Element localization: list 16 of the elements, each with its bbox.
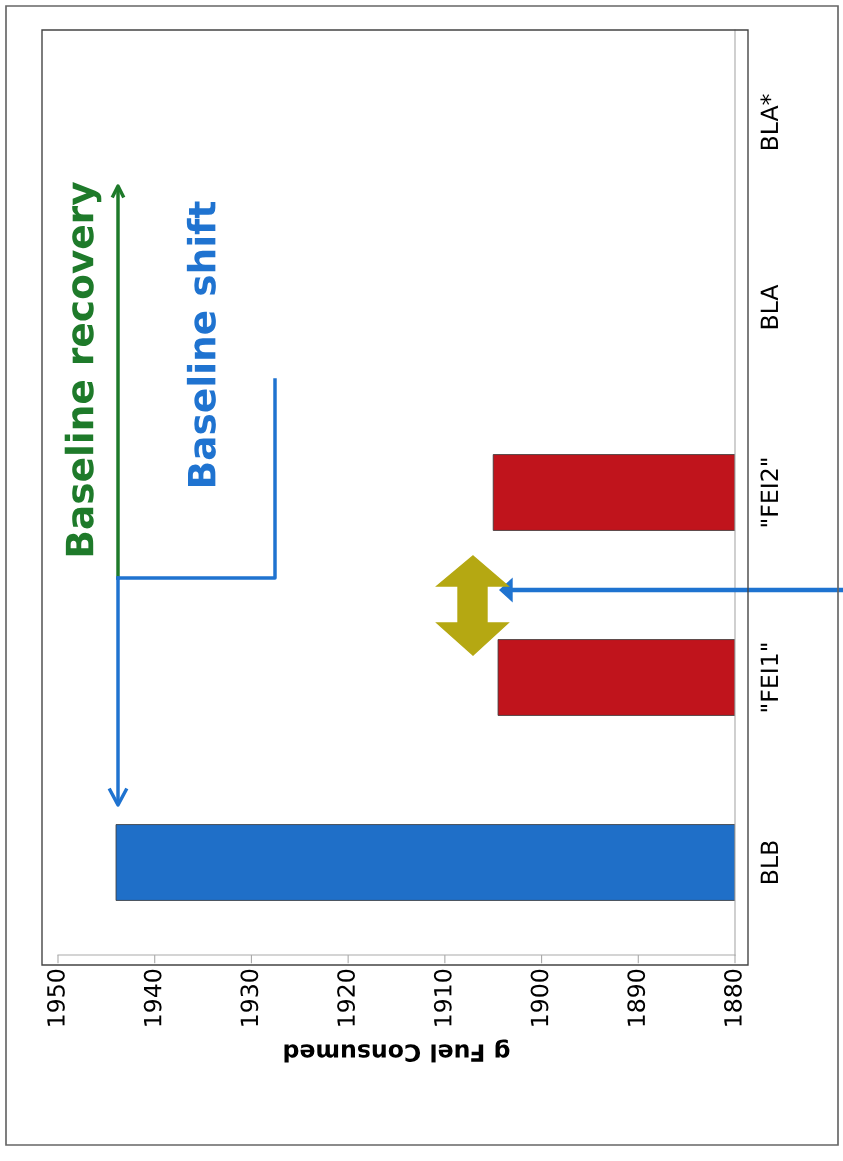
x-axis-title: g Fuel Consumed <box>284 1039 510 1063</box>
x-tick-label: 1940 <box>143 969 162 1026</box>
x-tick-label: 1950 <box>46 969 65 1026</box>
x-tick-label: 1910 <box>433 969 452 1026</box>
annotation: Baseline shift <box>186 201 216 486</box>
y-tick-label: "FEI1" <box>760 643 778 712</box>
y-tick-label: BLA* <box>760 94 778 150</box>
x-tick-label: 1900 <box>530 969 549 1026</box>
x-tick-label: 1920 <box>337 969 355 1026</box>
x-tick-label: 1890 <box>627 969 646 1026</box>
x-tick-label: 1880 <box>723 969 742 1026</box>
y-tick-label: "FEI2" <box>760 458 778 527</box>
annotation: Baseline recovery <box>64 182 102 556</box>
y-tick-label: BLA <box>760 284 778 329</box>
x-tick-label: 1930 <box>240 969 259 1026</box>
y-tick-label: BLB <box>760 841 778 883</box>
